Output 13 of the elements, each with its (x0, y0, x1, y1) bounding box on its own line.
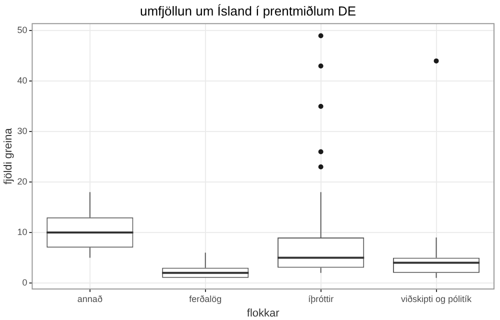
y-axis-title: fjöldi greina (2, 127, 15, 184)
x-tick-label: annað (77, 294, 102, 304)
y-tick-label: 0 (22, 277, 28, 288)
chart-title: umfjöllun um Ísland í prentmiðlum DE (140, 3, 356, 18)
y-tick-label: 40 (17, 76, 28, 86)
x-tick-label: ferðalög (189, 294, 222, 304)
x-tick-label: viðskipti og pólitík (401, 294, 472, 304)
x-tick-label: íþróttir (308, 294, 334, 304)
y-tick-label: 50 (17, 25, 28, 36)
x-axis-title: flokkar (246, 307, 280, 320)
y-tick-label: 20 (17, 176, 28, 187)
y-tick-label: 10 (17, 226, 28, 237)
y-tick-label: 30 (17, 126, 28, 136)
